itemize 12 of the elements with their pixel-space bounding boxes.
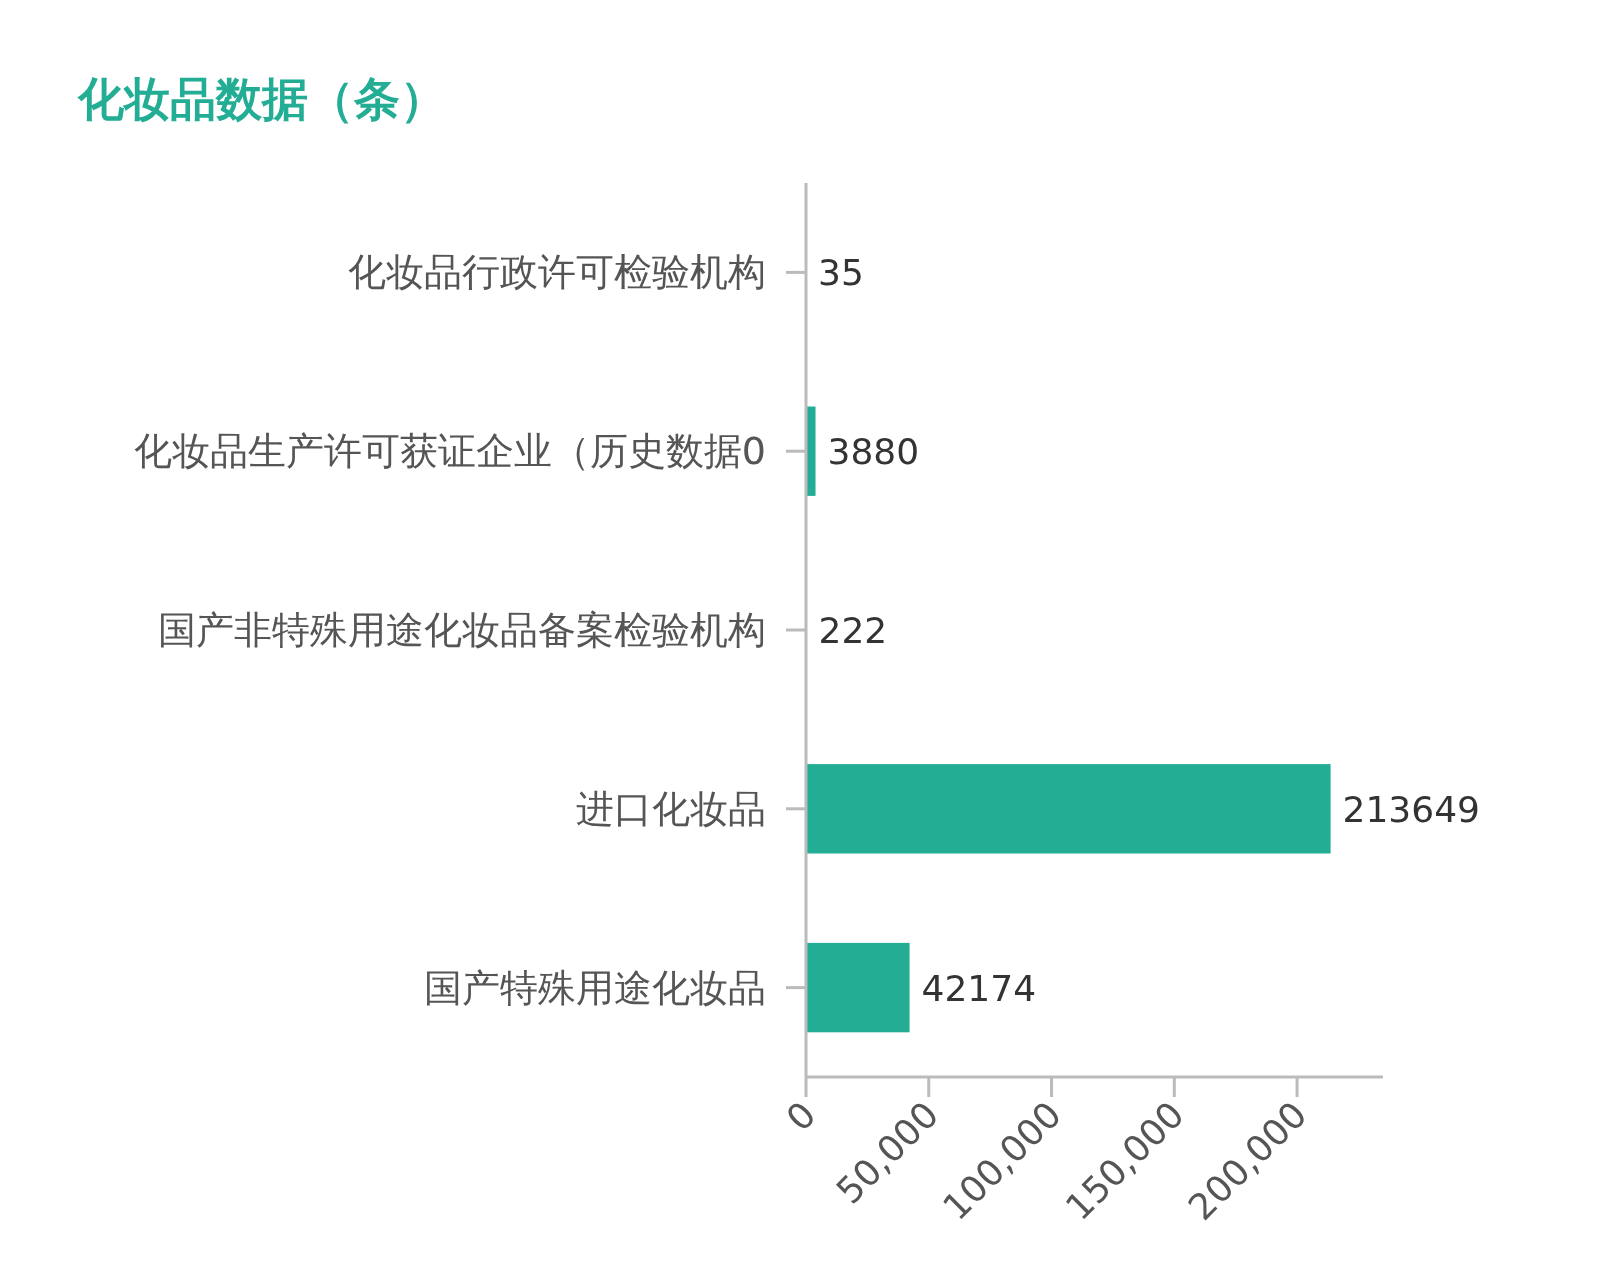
y-tick-label: 化妆品行政许可检验机构: [348, 250, 766, 295]
x-tick-label: 0: [778, 1093, 824, 1139]
data-label: 35: [818, 252, 864, 294]
y-tick-label: 国产特殊用途化妆品: [424, 965, 766, 1010]
data-label: 3880: [827, 431, 920, 473]
data-label: 213649: [1342, 788, 1481, 830]
data-label: 42174: [921, 967, 1037, 1009]
y-tick-label: 进口化妆品: [576, 786, 766, 831]
text: 化妆品数据（条）: [77, 72, 446, 126]
y-tick-label: 化妆品生产许可获证企业（历史数据0: [133, 429, 766, 474]
y-tick-label: 国产非特殊用途化妆品备案检验机构: [158, 608, 766, 652]
data-label: 222: [818, 610, 888, 651]
